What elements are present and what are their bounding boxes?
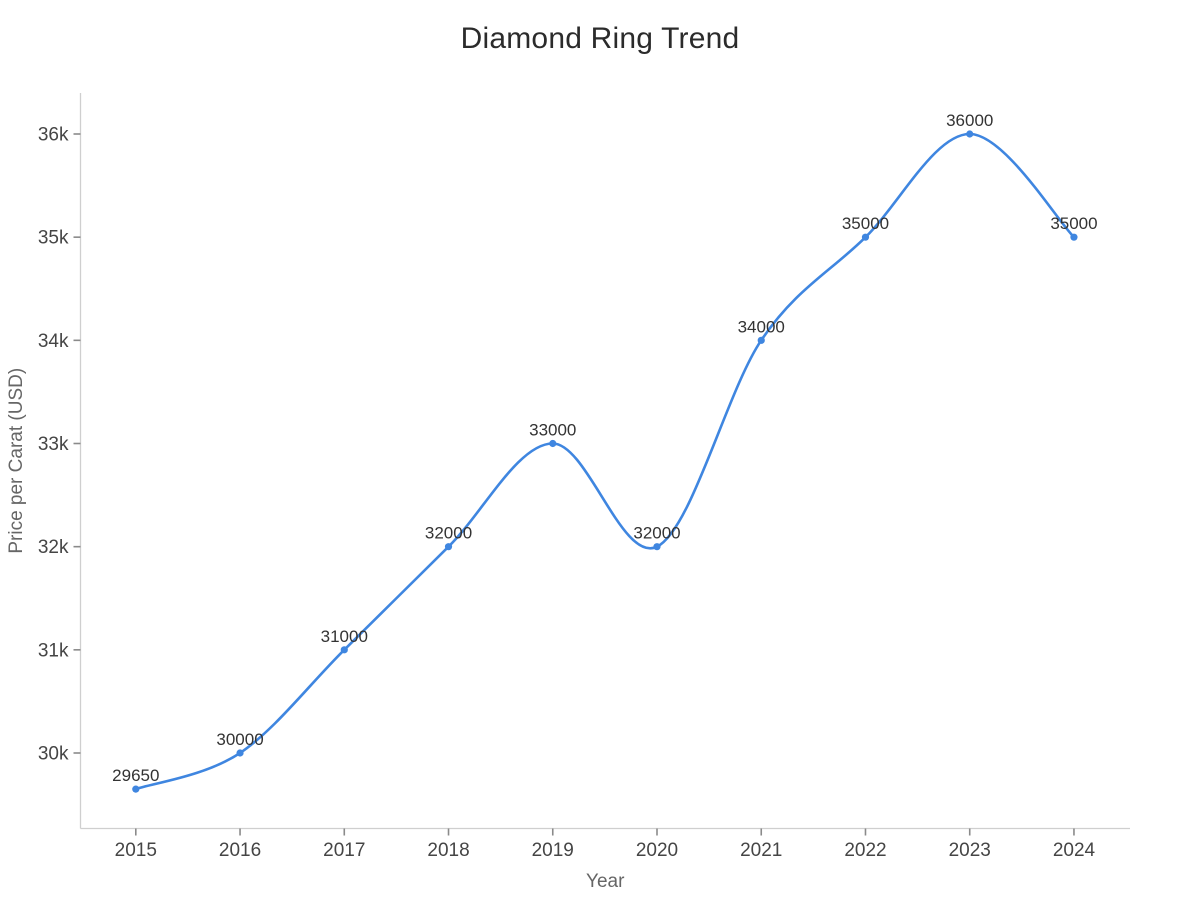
x-tick-label: 2021 — [740, 840, 782, 861]
data-point-marker — [861, 233, 870, 241]
data-point-label: 30000 — [216, 730, 263, 749]
y-axis-ticks: 30k 31k 32k 33k 34k 35k 36k — [38, 125, 81, 765]
data-point-label: 34000 — [738, 317, 785, 336]
data-point-marker — [1070, 233, 1078, 241]
x-tick-label: 2023 — [949, 840, 991, 861]
x-tick-label: 2015 — [115, 840, 157, 861]
y-axis-title: Price per Carat (USD) — [6, 368, 27, 554]
x-tick-label: 2019 — [532, 840, 574, 861]
data-points: 29650 30000 31000 32000 33000 32000 34000 35000… — [112, 111, 1098, 793]
data-point-label: 35000 — [842, 214, 889, 233]
x-tick-label: 2018 — [427, 840, 469, 861]
data-point-label: 32000 — [633, 524, 680, 543]
x-axis-ticks: 2015 2016 2017 2018 2019 2020 2021 2022 2023 2024 — [115, 828, 1096, 861]
data-point-label: 31000 — [321, 627, 368, 646]
x-tick-label: 2024 — [1053, 840, 1096, 861]
data-point-marker — [966, 130, 974, 138]
trend-line — [134, 132, 1076, 791]
x-tick-label: 2016 — [219, 840, 261, 861]
data-point-marker — [444, 543, 453, 551]
x-tick-label: 2022 — [844, 840, 886, 861]
y-tick-label: 32k — [38, 537, 69, 558]
y-tick-label: 31k — [38, 640, 69, 661]
chart-title: Diamond Ring Trend — [460, 22, 740, 55]
x-tick-label: 2017 — [323, 840, 365, 861]
axes — [79, 93, 1130, 830]
data-point-marker — [340, 646, 348, 654]
data-point-label: 35000 — [1050, 214, 1097, 233]
y-tick-label: 36k — [38, 125, 69, 146]
y-tick-label: 35k — [38, 228, 69, 249]
data-point-marker — [653, 543, 661, 551]
y-tick-label: 33k — [38, 434, 69, 455]
data-point-label: 32000 — [425, 524, 472, 543]
x-axis-title: Year — [586, 871, 625, 892]
y-tick-label: 30k — [38, 744, 69, 765]
data-point-label: 29650 — [112, 766, 159, 785]
data-point-label: 33000 — [529, 421, 576, 440]
data-point-marker — [549, 439, 557, 448]
data-point-marker — [236, 749, 244, 757]
data-point-marker — [132, 785, 140, 793]
data-point-label: 36000 — [946, 111, 993, 130]
y-tick-label: 34k — [38, 331, 69, 352]
data-point-marker — [757, 336, 765, 344]
x-tick-label: 2020 — [636, 840, 678, 861]
